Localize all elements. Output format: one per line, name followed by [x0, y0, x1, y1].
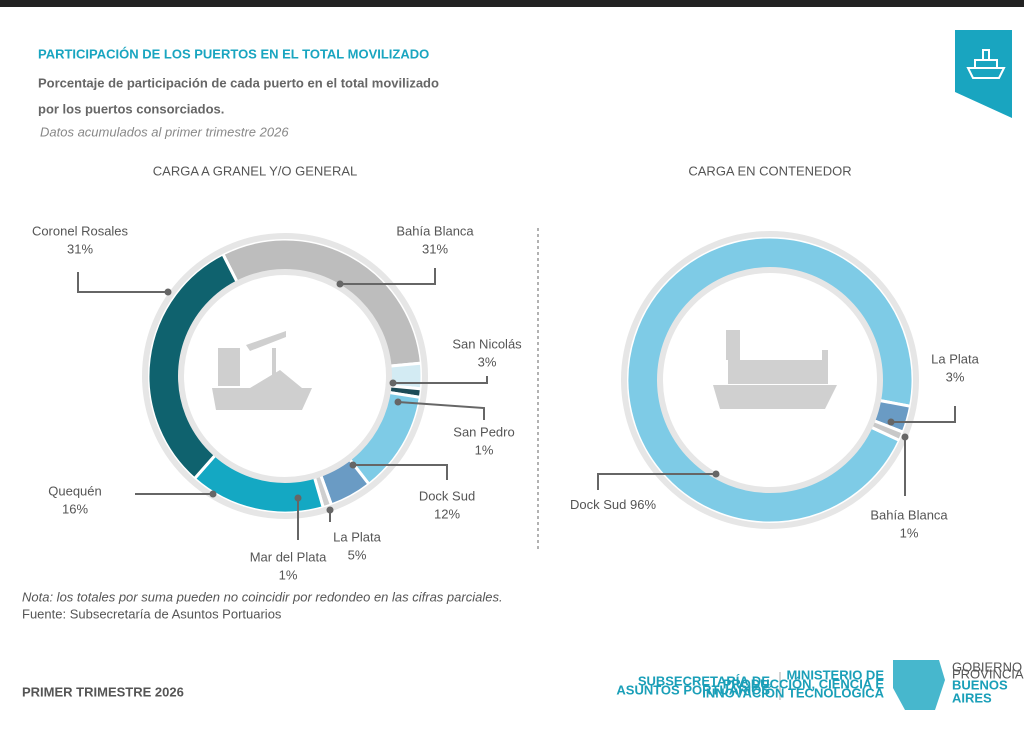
note: Nota: los totales por suma pueden no coi…: [22, 589, 503, 604]
ring-edge: [657, 267, 883, 493]
logo-text: AIRES: [952, 690, 992, 705]
value-label: 1%: [475, 442, 494, 457]
chart-title: CARGA A GRANEL Y/O GENERAL: [153, 163, 357, 178]
category-label: La Plata: [333, 529, 381, 544]
category-label: Quequén: [48, 483, 102, 498]
category-label: Dock Sud: [419, 488, 475, 503]
leader-line: [340, 268, 436, 285]
logo-text: GOBIERNO DE LA: [952, 659, 1024, 674]
category-label: Bahía Blanca: [870, 507, 948, 522]
corner-badge: [955, 30, 1012, 118]
leader-dot: [294, 494, 302, 502]
date-note: Datos acumulados al primer trimestre 202…: [40, 124, 289, 139]
value-label: 16%: [62, 501, 88, 516]
logo-text: PRODUCCIÓN, CIENCIA E: [723, 676, 885, 691]
leader-line: [393, 376, 488, 384]
leader-dot: [712, 470, 720, 478]
leader-dot: [389, 379, 397, 387]
logo-text: INNOVACIÓN TECNOLÓGICA: [702, 685, 884, 700]
leader-line: [397, 401, 485, 420]
leader-dot: [887, 418, 895, 426]
category-label: Mar del Plata: [250, 549, 327, 564]
logo-text: PROVINCIA DE: [952, 666, 1024, 681]
logo-text: BUENOS: [952, 677, 1008, 692]
logo-text: SUBSECRETARÍA DE: [638, 673, 771, 688]
leader-dot: [336, 280, 344, 288]
leader-line: [597, 473, 716, 490]
source: Fuente: Subsecretaría de Asuntos Portuar…: [22, 606, 282, 621]
leader-dot: [209, 490, 217, 498]
value-label: 3%: [946, 369, 965, 384]
value-label: 31%: [67, 241, 93, 256]
value-label: 12%: [434, 506, 460, 521]
category-label: La Plata: [931, 351, 979, 366]
chart-title: CARGA EN CONTENEDOR: [688, 163, 851, 178]
leader-line: [77, 272, 168, 293]
leader-dot: [164, 288, 172, 296]
title: PARTICIPACIÓN DE LOS PUERTOS EN EL TOTAL…: [38, 46, 429, 61]
container-ship-icon: [713, 330, 837, 409]
category-label: San Pedro: [453, 424, 514, 439]
leader-dot: [349, 461, 357, 469]
subtitle: por los puertos consorciados.: [38, 101, 224, 116]
ring-edge: [142, 233, 428, 519]
value-label: 96%: [630, 497, 656, 512]
leader-dot: [326, 506, 334, 514]
category-label: Dock Sud: [570, 497, 626, 512]
ring-edge: [621, 231, 919, 529]
period: PRIMER TRIMESTRE 2026: [22, 684, 184, 699]
value-label: 31%: [422, 241, 448, 256]
leader-line: [891, 406, 956, 423]
province-map: [893, 660, 945, 710]
leader-line: [353, 464, 448, 480]
value-label: 1%: [900, 525, 919, 540]
value-label: 1%: [279, 567, 298, 582]
bulk-ship-icon: [212, 331, 312, 410]
category-label: Bahía Blanca: [396, 223, 474, 238]
data-label: Dock Sud 96%: [570, 497, 656, 512]
logo-text: ASUNTOS PORTUARIOS: [616, 682, 770, 697]
logo-text: MINISTERIO DE: [786, 667, 884, 682]
leader-dot: [394, 398, 402, 406]
value-label: 3%: [478, 354, 497, 369]
ring-edge: [178, 269, 392, 483]
value-label: 5%: [348, 547, 367, 562]
subtitle: Porcentaje de participación de cada puer…: [38, 75, 439, 90]
leader-dot: [901, 433, 909, 441]
category-label: Coronel Rosales: [32, 223, 129, 238]
category-label: San Nicolás: [452, 336, 522, 351]
top-bar: [0, 0, 1024, 7]
logos: SUBSECRETARÍA DE ASUNTOS PORTUARIOS MINI…: [616, 659, 1024, 710]
